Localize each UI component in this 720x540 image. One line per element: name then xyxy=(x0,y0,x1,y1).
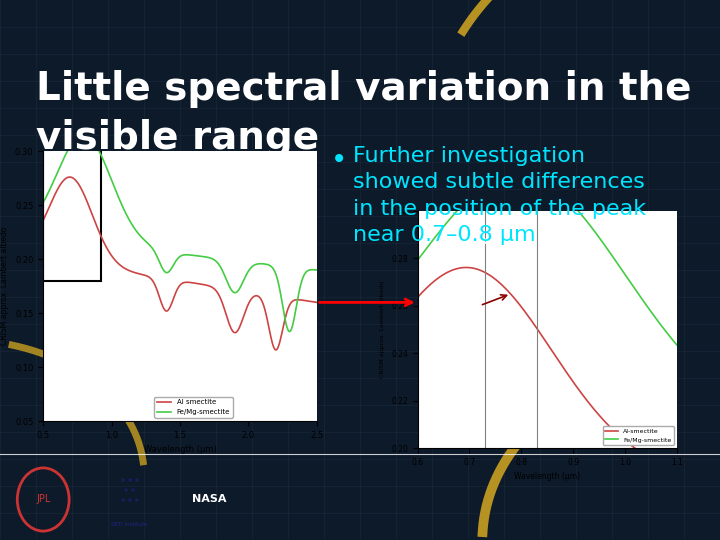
Text: Further investigation
showed subtle differences
in the position of the peak
near: Further investigation showed subtle diff… xyxy=(353,146,646,245)
Al smectite xyxy=(171,291,180,297)
Fe/Mg-smectite xyxy=(285,328,294,335)
Al-smectite xyxy=(414,293,423,300)
Al-smectite xyxy=(573,384,582,390)
Fe/Mg-smectite xyxy=(169,261,178,268)
Al-smectite xyxy=(672,465,681,472)
Al smectite xyxy=(312,299,321,306)
Fe/Mg-smectite xyxy=(264,261,272,268)
Fe/Mg-smectite xyxy=(514,171,523,177)
Line: Fe/Mg-smectite: Fe/Mg-smectite xyxy=(43,134,317,332)
Fe/Mg-smectite xyxy=(171,259,180,265)
Al-smectite xyxy=(567,377,576,383)
Fe/Mg-smectite xyxy=(307,267,315,273)
Al smectite xyxy=(39,217,48,224)
Fe/Mg-smectite xyxy=(414,256,423,262)
Fe/Mg-smectite xyxy=(672,342,681,348)
Fe/Mg-smectite xyxy=(202,254,211,260)
X-axis label: Wavelength (μm): Wavelength (μm) xyxy=(143,446,217,455)
Text: * * *
* *
* * *: * * * * * * * * xyxy=(121,477,138,508)
Fe/Mg-smectite xyxy=(413,257,422,264)
Text: JPL: JPL xyxy=(36,495,50,504)
Al smectite xyxy=(187,280,196,286)
Fe/Mg-smectite xyxy=(569,201,577,208)
Al smectite xyxy=(169,295,178,301)
Text: visible range: visible range xyxy=(36,119,319,157)
Legend: Al smectite, Fe/Mg-smectite: Al smectite, Fe/Mg-smectite xyxy=(155,397,233,418)
Al smectite xyxy=(202,282,211,288)
Text: SETI Institute: SETI Institute xyxy=(112,522,148,526)
Bar xyxy=(43,146,101,281)
X-axis label: Wavelength (μm): Wavelength (μm) xyxy=(514,472,580,482)
Al smectite xyxy=(66,174,74,180)
Fe/Mg-smectite xyxy=(649,312,657,318)
Al-smectite xyxy=(462,264,470,271)
Fe/Mg-smectite xyxy=(633,288,642,295)
Y-axis label: CRISM approx. Lambert albedo: CRISM approx. Lambert albedo xyxy=(1,227,9,346)
Line: Al-smectite: Al-smectite xyxy=(418,267,677,469)
Fe/Mg-smectite xyxy=(573,206,582,213)
Fe/Mg-smectite xyxy=(567,201,576,207)
Line: Al smectite: Al smectite xyxy=(43,177,317,350)
Fe/Mg-smectite xyxy=(39,199,48,206)
Text: NASA: NASA xyxy=(192,495,226,504)
Y-axis label: CRISM approx. Lambert albedo: CRISM approx. Lambert albedo xyxy=(380,281,385,378)
Line: Fe/Mg-smectite: Fe/Mg-smectite xyxy=(418,174,677,345)
Al smectite xyxy=(271,347,280,353)
Text: Little spectral variation in the: Little spectral variation in the xyxy=(36,70,691,108)
Al-smectite xyxy=(569,378,577,384)
Fe/Mg-smectite xyxy=(312,267,321,273)
Al smectite xyxy=(264,320,272,326)
Al-smectite xyxy=(413,294,422,301)
Legend: Al-smectite, Fe/Mg-smectite: Al-smectite, Fe/Mg-smectite xyxy=(603,426,674,445)
Text: •: • xyxy=(331,146,348,174)
Fe/Mg-smectite xyxy=(187,252,196,259)
Al-smectite xyxy=(649,456,657,462)
Al-smectite xyxy=(633,446,642,453)
Al smectite xyxy=(307,298,315,305)
Fe/Mg-smectite xyxy=(79,131,88,138)
